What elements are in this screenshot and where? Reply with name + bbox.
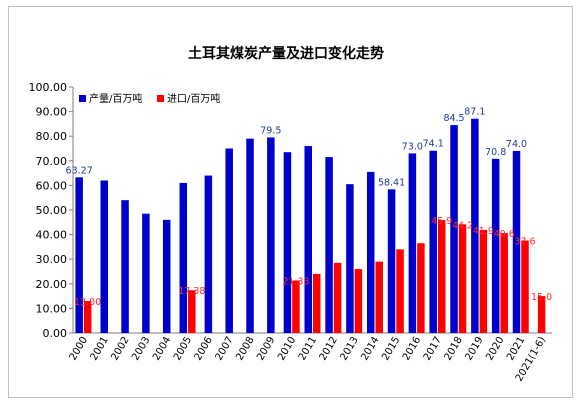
- production-bar: [450, 125, 458, 333]
- x-tick-label: 2011: [297, 335, 319, 363]
- production-bar: [204, 175, 213, 333]
- production-bar: [179, 182, 188, 333]
- production-value-label: 79.5: [260, 125, 281, 136]
- import-bar: [333, 262, 342, 333]
- production-bar: [121, 200, 129, 333]
- import-bar: [521, 240, 529, 333]
- import-value-label: 44.2: [452, 220, 473, 231]
- import-bar: [500, 233, 508, 333]
- y-tick-label: 50.00: [36, 204, 68, 217]
- y-tick-label: 80.00: [36, 130, 68, 143]
- production-bar: [100, 180, 108, 333]
- import-value-label: 40.6: [494, 229, 515, 240]
- production-bar: [471, 118, 479, 333]
- x-tick-label: 2016: [401, 335, 423, 363]
- chart-title: 土耳其煤炭产量及进口变化走势: [188, 45, 384, 62]
- production-value-label: 84.5: [443, 113, 464, 124]
- x-tick-label: 2014: [359, 335, 381, 363]
- x-tick-label: 2004: [151, 335, 173, 363]
- y-tick-label: 70.00: [36, 155, 68, 168]
- production-bar: [283, 152, 292, 333]
- production-bar: [408, 153, 417, 333]
- production-bar: [325, 157, 333, 333]
- production-bar: [267, 137, 275, 333]
- x-tick-label: 2019: [463, 335, 485, 363]
- legend-swatch-production: [79, 95, 86, 102]
- legend-label-production: 产量/百万吨: [89, 92, 142, 105]
- x-tick-label: 2005: [172, 335, 194, 363]
- import-bar: [437, 220, 446, 333]
- y-tick-label: 90.00: [36, 106, 68, 119]
- x-tick-label: 2012: [318, 335, 340, 363]
- production-value-label: 58.41: [378, 177, 405, 188]
- x-tick-label: 2007: [214, 335, 236, 363]
- import-bar: [188, 290, 196, 333]
- bars: [75, 118, 546, 333]
- production-bar: [366, 171, 375, 333]
- x-tick-label: 2015: [380, 335, 402, 363]
- production-bar: [225, 148, 233, 333]
- production-value-label: 63.27: [66, 165, 93, 176]
- import-bar: [375, 261, 383, 333]
- import-bar: [396, 249, 404, 333]
- x-tick-label: 2010: [276, 335, 298, 363]
- x-tick-label: 2002: [109, 335, 131, 363]
- x-axis: 2000200120022003200420052006200720082009…: [68, 332, 552, 383]
- production-bar: [346, 184, 354, 333]
- import-bar: [292, 280, 300, 333]
- production-value-label: 74.1: [423, 139, 444, 150]
- legend-swatch-import: [157, 95, 164, 102]
- production-value-label: 73.0: [402, 141, 423, 152]
- import-bar: [354, 269, 363, 333]
- production-bar: [512, 150, 521, 333]
- import-bar: [537, 296, 546, 333]
- y-tick-label: 100.00: [29, 81, 68, 94]
- x-tick-label: 2006: [193, 335, 215, 363]
- y-tick-label: 10.00: [36, 302, 68, 315]
- import-value-label: 45.9: [431, 216, 452, 227]
- import-bar: [479, 229, 488, 333]
- production-bar: [162, 219, 171, 333]
- y-tick-label: 60.00: [36, 179, 68, 192]
- production-value-label: 70.8: [485, 147, 506, 158]
- y-tick-label: 0.00: [43, 327, 68, 340]
- production-bar: [429, 150, 437, 333]
- x-tick-label: 2003: [130, 335, 152, 363]
- import-bar: [313, 273, 321, 333]
- production-value-label: 87.1: [464, 107, 485, 118]
- x-tick-label: 2017: [422, 335, 444, 363]
- import-bar: [83, 301, 92, 333]
- import-value-label: 17.38: [178, 286, 205, 297]
- data-labels: 63.27 79.5 58.41 73.0 74.1 84.587.1 70.874.0 13…: [66, 107, 553, 308]
- y-tick-label: 40.00: [36, 229, 68, 242]
- import-value-label: 13.00: [74, 297, 101, 308]
- production-bar: [75, 177, 83, 333]
- production-value-label: 74.0: [506, 139, 527, 150]
- x-tick-label: 2020: [484, 335, 506, 363]
- x-tick-label: 2009: [255, 335, 277, 363]
- production-bar: [304, 146, 312, 333]
- import-bar: [458, 224, 467, 333]
- production-bar: [387, 189, 396, 333]
- x-tick-label: 2018: [443, 335, 465, 363]
- import-value-label: 15.0: [531, 292, 552, 303]
- x-tick-label: 2008: [234, 335, 256, 363]
- import-value-label: 41.9: [473, 226, 494, 237]
- production-bar: [491, 158, 500, 333]
- y-tick-label: 20.00: [36, 278, 68, 291]
- x-tick-label: 2001: [89, 335, 111, 363]
- x-tick-label: 2013: [338, 335, 360, 363]
- import-value-label: 37.6: [514, 237, 535, 248]
- production-bar: [142, 213, 150, 333]
- x-tick-label: 2000: [68, 335, 90, 363]
- production-bar: [246, 138, 254, 333]
- import-bar: [417, 243, 425, 333]
- legend-label-import: 进口/百万吨: [167, 92, 220, 105]
- legend: 产量/百万吨 进口/百万吨: [79, 92, 220, 105]
- y-axis: 0.00 10.00 20.00 30.00 40.00 50.00 60.00 70.00 8…: [29, 81, 74, 340]
- y-tick-label: 30.00: [36, 253, 68, 266]
- import-value-label: 21.33: [282, 277, 309, 288]
